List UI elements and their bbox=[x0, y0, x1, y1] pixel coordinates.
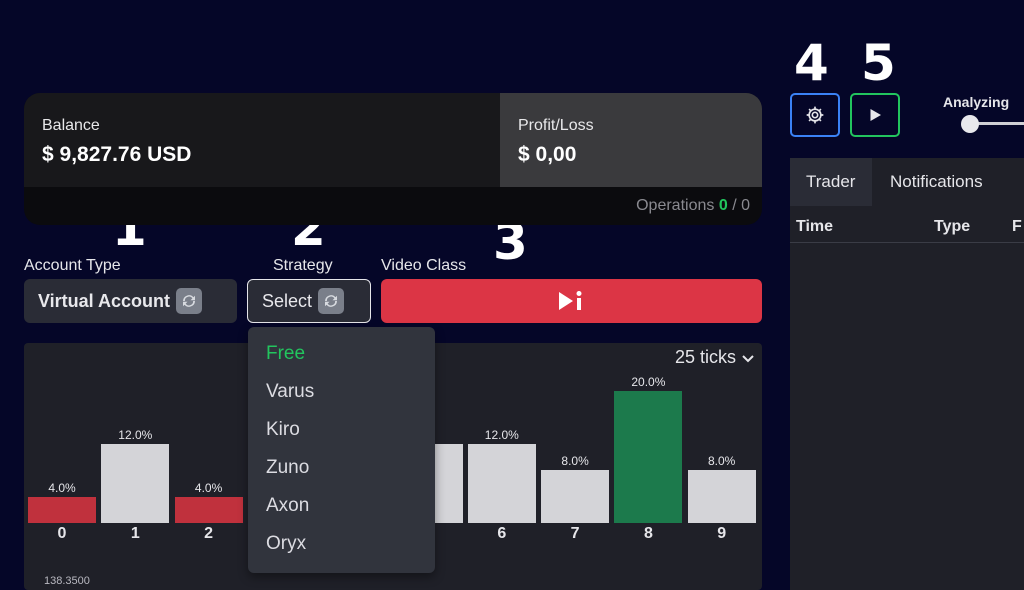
column-type: Type bbox=[934, 218, 971, 235]
bar-value-label-9: 8.0% bbox=[708, 454, 736, 469]
bar-value-label-7: 8.0% bbox=[561, 454, 589, 469]
tab-notifications[interactable]: Notifications bbox=[890, 172, 983, 191]
operations-label: Operations bbox=[636, 197, 715, 214]
analyzing-slider-knob[interactable] bbox=[961, 115, 979, 133]
header-divider bbox=[790, 242, 1024, 243]
refresh-icon[interactable] bbox=[318, 288, 345, 314]
balance-label: Balance bbox=[42, 117, 100, 134]
account-type-button[interactable]: Virtual Account bbox=[24, 279, 237, 323]
strategy-option-free[interactable]: Free bbox=[266, 343, 306, 364]
bar-value-label-2: 4.0% bbox=[194, 480, 223, 495]
balance-value: $ 9,827.76 USD bbox=[42, 143, 192, 166]
strategy-value: Select bbox=[262, 290, 313, 311]
video-class-button[interactable] bbox=[381, 279, 762, 323]
digit-bar-0 bbox=[28, 496, 96, 523]
digit-bar-9 bbox=[687, 470, 756, 523]
price-label: 138.3500 bbox=[44, 575, 90, 587]
digit-label-2: 2 bbox=[204, 525, 214, 542]
strategy-label: Strategy bbox=[273, 257, 333, 274]
tab-trader[interactable]: Trader bbox=[790, 158, 872, 206]
ticks-label: 25 ticks bbox=[674, 347, 736, 367]
account-type-value: Virtual Account bbox=[38, 290, 171, 311]
video-class-label: Video Class bbox=[381, 257, 467, 274]
digit-label-9: 9 bbox=[717, 525, 727, 542]
balance-card: Balance $ 9,827.76 USD Profit/Loss $ 0,0… bbox=[24, 93, 762, 225]
bar-value-label-8: 20.0% bbox=[631, 375, 666, 389]
digit-label-7: 7 bbox=[570, 525, 580, 542]
chevron-down-icon bbox=[742, 354, 754, 362]
column-time: Time bbox=[796, 218, 834, 235]
operations-separator: / bbox=[732, 197, 737, 214]
operations-counter: Operations 0 / 0 bbox=[636, 197, 750, 215]
column-f: F bbox=[1012, 218, 1022, 235]
strategy-option-axon[interactable]: Axon bbox=[266, 495, 310, 516]
strategy-dropdown: Free Varus Kiro Zuno Axon Oryx bbox=[248, 327, 435, 573]
step-number-5: 5 bbox=[861, 34, 896, 92]
digit-bar-6 bbox=[467, 443, 536, 523]
gear-icon bbox=[806, 106, 824, 124]
profit-loss-section: Profit/Loss $ 0,00 bbox=[500, 93, 762, 187]
profit-loss-label: Profit/Loss bbox=[518, 117, 594, 134]
step-number-3: 3 bbox=[493, 213, 528, 271]
account-type-label: Account Type bbox=[24, 257, 121, 274]
play-icon bbox=[870, 109, 881, 121]
step-number-4: 4 bbox=[794, 34, 829, 92]
refresh-icon[interactable] bbox=[176, 288, 203, 314]
strategy-option-kiro[interactable]: Kiro bbox=[266, 419, 300, 440]
digit-label-8: 8 bbox=[643, 525, 653, 542]
video-play-info-icon bbox=[558, 291, 581, 310]
play-button[interactable] bbox=[850, 93, 900, 137]
bar-value-label-1: 12.0% bbox=[118, 427, 153, 442]
digit-bar-1 bbox=[101, 443, 170, 523]
strategy-option-oryx[interactable]: Oryx bbox=[266, 533, 307, 554]
ticks-select[interactable]: 25 ticks bbox=[675, 347, 754, 368]
operations-total: 0 bbox=[741, 197, 750, 214]
digit-label-6: 6 bbox=[497, 525, 507, 542]
bar-value-label-0: 4.0% bbox=[48, 480, 76, 495]
balance-section: Balance $ 9,827.76 USD bbox=[24, 93, 500, 187]
bar-value-label-6: 12.0% bbox=[484, 427, 519, 442]
digit-label-0: 0 bbox=[57, 525, 67, 542]
analyzing-label: Analyzing bbox=[943, 94, 1010, 110]
analyzing-slider-track[interactable] bbox=[968, 122, 1024, 125]
profit-loss-value: $ 0,00 bbox=[518, 143, 577, 166]
operations-done: 0 bbox=[718, 197, 728, 214]
strategy-select[interactable]: Select bbox=[247, 279, 371, 323]
digit-bar-2 bbox=[174, 496, 243, 523]
digit-bar-8 bbox=[614, 391, 683, 523]
strategy-option-varus[interactable]: Varus bbox=[266, 381, 315, 402]
digit-bar-7 bbox=[541, 470, 610, 523]
settings-button[interactable] bbox=[790, 93, 840, 137]
trader-panel: Trader Notifications Time Type F bbox=[790, 158, 1024, 590]
digit-label-1: 1 bbox=[130, 525, 140, 542]
strategy-option-zuno[interactable]: Zuno bbox=[266, 457, 310, 478]
